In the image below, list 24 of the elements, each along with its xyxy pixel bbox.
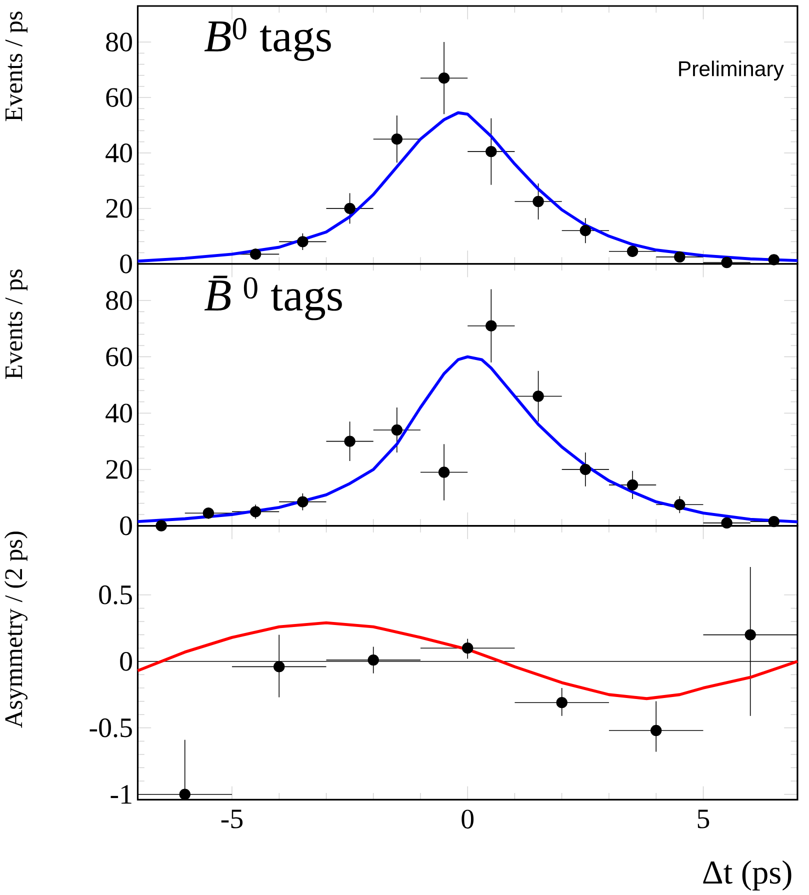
annotation: B$^{0}$ tags xyxy=(204,18,331,61)
y-tick-label: 60 xyxy=(106,347,132,366)
y-tick-label: 40 xyxy=(105,144,132,162)
y-axis-title: Asymmetry / (2 ps) xyxy=(4,532,28,728)
y-tick-label: 20 xyxy=(106,198,132,218)
annotation: B̄$^{0}$ tags xyxy=(204,276,342,320)
y-tick-label: 80 xyxy=(106,291,132,310)
x-axis-title: Δt (ps) xyxy=(702,860,792,891)
x-tick-label: 0 xyxy=(461,810,474,829)
y-tick-label: 80 xyxy=(106,32,132,52)
y-tick-label: 20 xyxy=(106,460,132,479)
y-tick-label: 40 xyxy=(105,404,132,423)
x-tick-label: -5 xyxy=(221,810,242,828)
y-axis-title: Events / ps xyxy=(5,12,28,122)
y-tick-label: 0 xyxy=(120,516,132,536)
x-tick-label: 5 xyxy=(698,810,709,828)
y-tick-label: 60 xyxy=(106,88,132,107)
annotation: Preliminary xyxy=(678,60,784,81)
y-tick-label: 0.5 xyxy=(98,585,132,604)
y-tick-label: 0 xyxy=(120,254,132,274)
y-tick-label: 0 xyxy=(120,652,132,671)
y-tick-label: -1 xyxy=(110,785,132,804)
y-tick-label: -0.5 xyxy=(90,718,132,738)
y-axis-title: Events / ps xyxy=(5,269,28,379)
